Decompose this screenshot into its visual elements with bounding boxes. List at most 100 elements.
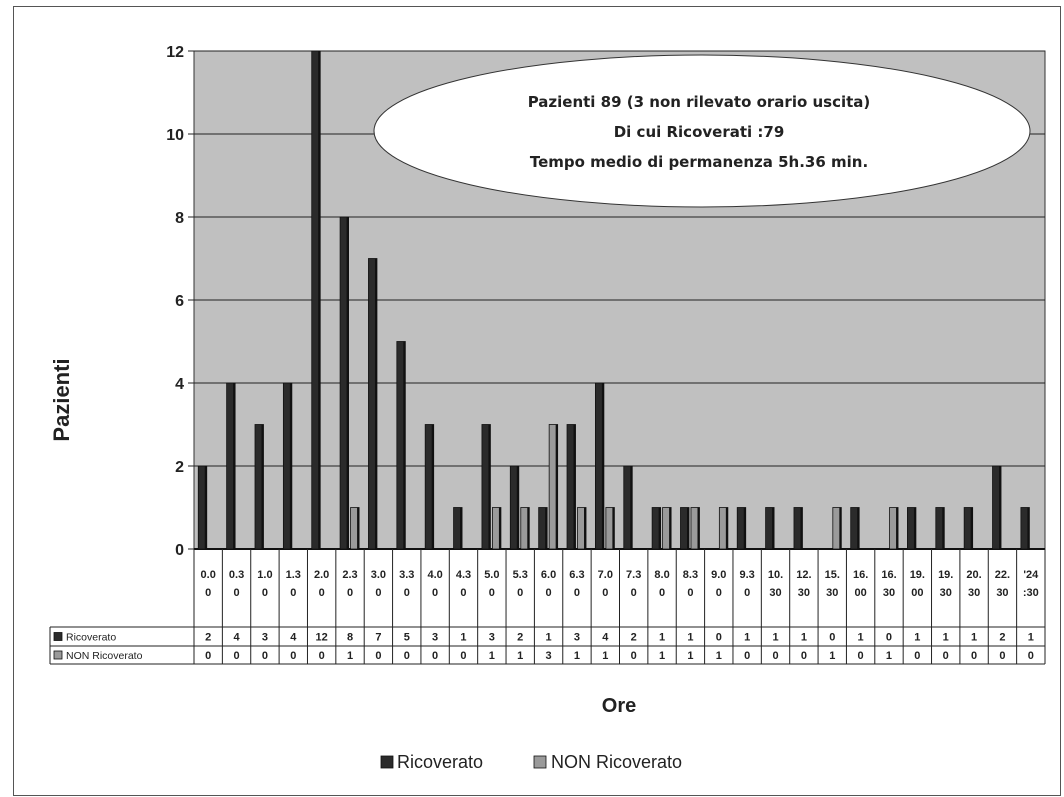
data-label: 4 (602, 632, 609, 644)
x-tick-label: :30 (1023, 587, 1039, 599)
bar-ricoverato-edge (204, 466, 207, 549)
data-label: 0 (1028, 650, 1034, 662)
x-tick-label: 0 (517, 587, 523, 599)
x-axis-label: Ore (602, 695, 636, 717)
data-label: 0 (262, 650, 268, 662)
bar-ricoverato-edge (545, 507, 548, 549)
x-tick-label: 8.3 (683, 569, 698, 581)
x-tick-label: 0 (375, 587, 381, 599)
x-tick-label: 5.0 (484, 569, 499, 581)
x-tick-label: 1.3 (286, 569, 301, 581)
bar-ricoverato-edge (346, 217, 349, 549)
y-tick-label: 4 (175, 376, 184, 393)
x-tick-label: 19. (938, 569, 953, 581)
x-tick-label: 00 (911, 587, 923, 599)
x-tick-label: 4.0 (427, 569, 442, 581)
data-label: 0 (319, 650, 325, 662)
x-tick-label: 0 (546, 587, 552, 599)
bar-ricoverato-edge (686, 507, 689, 549)
x-tick-label: 15. (825, 569, 840, 581)
x-tick-label: 8.0 (654, 569, 669, 581)
data-label: 1 (1028, 632, 1034, 644)
data-label: 5 (404, 632, 410, 644)
bar-non-ricoverato-edge (498, 507, 501, 549)
bar-non-ricoverato (548, 424, 559, 550)
x-tick-label: 3.0 (371, 569, 386, 581)
data-label: 0 (716, 632, 722, 644)
bar-ricoverato-edge (772, 507, 775, 549)
data-label: 1 (829, 650, 835, 662)
bar-ricoverato (907, 507, 917, 550)
data-label: 0 (432, 650, 438, 662)
bar-non-ricoverato-edge (697, 507, 700, 549)
bar-ricoverato (538, 507, 548, 550)
data-label: 0 (460, 650, 466, 662)
legend-swatch-non-ricoverato (533, 755, 547, 769)
data-label: 1 (914, 632, 920, 644)
y-tick-label: 0 (175, 542, 184, 559)
annotation-line: Di cui Ricoverati :79 (614, 123, 785, 141)
data-label: 1 (659, 650, 665, 662)
x-tick-label: 7.0 (598, 569, 613, 581)
data-label: 2 (205, 632, 211, 644)
data-label: 1 (858, 632, 864, 644)
x-tick-label: 0 (659, 587, 665, 599)
bar-ricoverato-edge (431, 424, 434, 549)
bar-ricoverato-edge (573, 424, 576, 549)
data-label: 3 (574, 632, 580, 644)
x-tick-label: 10. (768, 569, 783, 581)
x-tick-label: 00 (854, 587, 866, 599)
data-label: 1 (574, 650, 580, 662)
y-tick-label: 12 (166, 44, 184, 61)
x-tick-label: 0 (404, 587, 410, 599)
bar-ricoverato-edge (630, 466, 633, 549)
data-label: 0 (631, 650, 637, 662)
x-tick-label: 0 (290, 587, 296, 599)
x-tick-label: 0 (716, 587, 722, 599)
bar-non-ricoverato-edge (725, 507, 728, 549)
bar-ricoverato-edge (658, 507, 661, 549)
x-tick-label: 0.0 (201, 569, 216, 581)
data-label: 1 (744, 632, 750, 644)
x-tick-label: 0 (687, 587, 693, 599)
bar-ricoverato-edge (460, 507, 463, 549)
x-tick-label: 0 (489, 587, 495, 599)
table-series-key (53, 632, 63, 641)
data-label: 1 (716, 650, 722, 662)
x-tick-label: 0 (460, 587, 466, 599)
data-label: 4 (290, 632, 297, 644)
y-tick-label: 2 (175, 459, 184, 476)
x-tick-label: 16. (853, 569, 868, 581)
y-tick-label: 10 (166, 127, 184, 144)
table-series-name: Ricoverato (66, 632, 116, 644)
x-tick-label: 0 (631, 587, 637, 599)
data-label: 12 (316, 632, 328, 644)
bar-non-ricoverato-edge (839, 507, 842, 549)
data-label: 0 (801, 650, 807, 662)
bar-ricoverato-edge (233, 383, 236, 549)
data-label: 1 (971, 632, 977, 644)
x-tick-label: 19. (910, 569, 925, 581)
data-label: 1 (801, 632, 807, 644)
data-label: 0 (290, 650, 296, 662)
annotation-line: Tempo medio di permanenza 5h.36 min. (530, 153, 868, 171)
x-tick-label: 30 (798, 587, 810, 599)
x-tick-label: 30 (968, 587, 980, 599)
data-label: 0 (886, 632, 892, 644)
data-label: 1 (347, 650, 353, 662)
x-tick-label: 5.3 (513, 569, 528, 581)
data-label: 2 (999, 632, 1005, 644)
chart-frame: 0 2 4 6 8 10 12 Pazienti 0.0 0 0.3 0 1.0 0 1.3 0 2.0 0 2.3… (13, 6, 1061, 796)
bar-ricoverato-edge (403, 341, 406, 549)
bar-ricoverato-edge (857, 507, 860, 549)
annotation-ellipse (373, 54, 1031, 208)
data-label: 1 (687, 650, 693, 662)
x-tick-label: 2.0 (314, 569, 329, 581)
bar-ricoverato-edge (942, 507, 945, 549)
bar-ricoverato-edge (913, 507, 916, 549)
table-series-name: NON Ricoverato (66, 650, 143, 662)
data-label: 3 (432, 632, 438, 644)
x-tick-label: '24 (1023, 569, 1039, 581)
data-label: 3 (546, 650, 552, 662)
bar-non-ricoverato-edge (527, 507, 530, 549)
